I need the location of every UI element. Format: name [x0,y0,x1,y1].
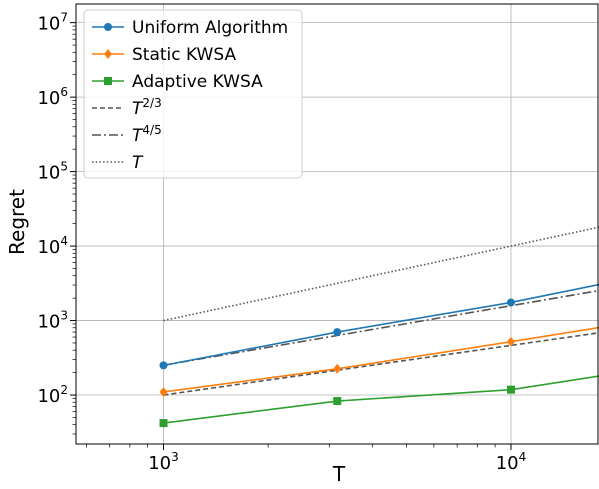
series-line-0 [163,283,599,367]
x-tick-label: 103 [148,450,179,474]
y-tick-label: 107 [37,11,68,35]
legend-marker-1 [104,49,112,59]
data-point-series-1 [333,363,342,374]
data-point-series-0 [506,298,515,307]
series-lines [163,283,599,424]
legend-box [83,9,303,179]
x-axis-label: T [332,462,346,486]
data-point-series-2 [159,419,168,428]
legend-label-5: T [132,153,144,173]
y-tick-label: 103 [37,309,68,333]
series-line-5 [163,226,599,322]
legend-marker-0 [104,23,112,31]
reference-lines [163,226,599,396]
y-tick-label: 104 [37,234,68,258]
x-tick-label: 104 [496,450,527,474]
data-point-series-0 [333,328,342,337]
y-tick-label: 102 [37,383,68,407]
data-point-series-1 [159,386,168,397]
y-tick-label: 106 [37,85,68,109]
data-point-series-2 [506,385,515,394]
y-axis-label: Regret [5,189,29,255]
series-line-1 [163,326,599,393]
legend-marker-2 [104,77,112,85]
data-point-series-1 [506,336,515,347]
data-point-series-2 [333,397,342,406]
legend: Uniform Algorithm Static KWSA Adaptive KWS… [83,9,303,179]
legend-label-3: T2/3 [132,96,162,119]
legend-label-4: T4/5 [132,123,162,146]
legend-label-0: Uniform Algorithm [132,18,288,38]
legend-label-2: Adaptive KWSA [132,72,263,92]
legend-label-1: Static KWSA [132,45,236,65]
series-line-3 [163,331,599,396]
data-point-series-0 [159,361,168,370]
series-line-2 [163,375,599,424]
series-markers [159,298,515,428]
y-tick-label: 105 [37,160,68,184]
axis-ticks [70,22,512,450]
y-tick-labels: 102 103 104 105 106 107 [37,11,68,407]
